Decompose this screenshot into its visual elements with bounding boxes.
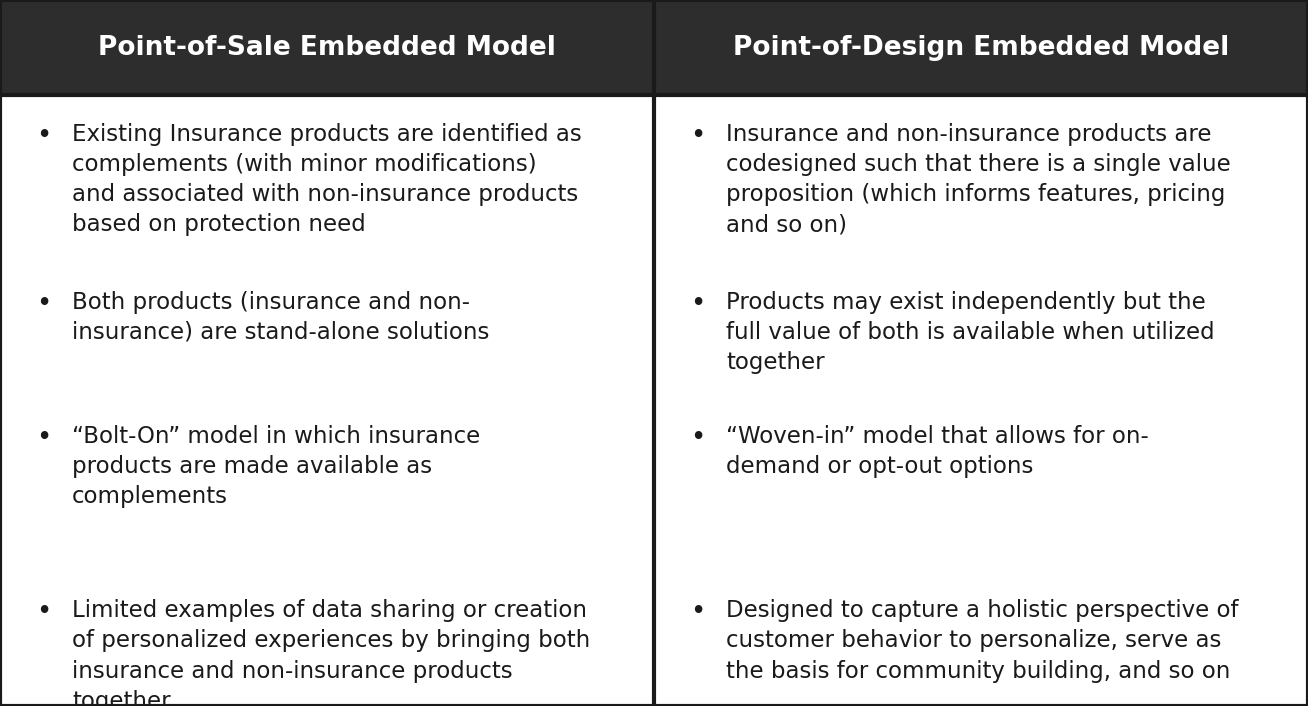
Text: •: •: [691, 425, 706, 451]
Text: Point-of-Sale Embedded Model: Point-of-Sale Embedded Model: [98, 35, 556, 61]
Text: Point-of-Design Embedded Model: Point-of-Design Embedded Model: [732, 35, 1230, 61]
Text: Insurance and non-insurance products are
codesigned such that there is a single : Insurance and non-insurance products are…: [726, 123, 1231, 237]
Text: Limited examples of data sharing or creation
of personalized experiences by brin: Limited examples of data sharing or crea…: [72, 599, 590, 706]
Text: Existing Insurance products are identified as
complements (with minor modificati: Existing Insurance products are identifi…: [72, 123, 582, 237]
Text: •: •: [37, 425, 52, 451]
Text: •: •: [691, 599, 706, 625]
Text: •: •: [37, 123, 52, 149]
Text: “Bolt-On” model in which insurance
products are made available as
complements: “Bolt-On” model in which insurance produ…: [72, 425, 480, 508]
Text: Products may exist independently but the
full value of both is available when ut: Products may exist independently but the…: [726, 291, 1215, 374]
Text: •: •: [37, 291, 52, 317]
Text: Both products (insurance and non-
insurance) are stand-alone solutions: Both products (insurance and non- insura…: [72, 291, 489, 344]
Bar: [0, 0, 1308, 95]
Text: •: •: [37, 599, 52, 625]
Text: •: •: [691, 123, 706, 149]
Text: •: •: [691, 291, 706, 317]
Text: “Woven-in” model that allows for on-
demand or opt-out options: “Woven-in” model that allows for on- dem…: [726, 425, 1148, 478]
Text: Designed to capture a holistic perspective of
customer behavior to personalize, : Designed to capture a holistic perspecti…: [726, 599, 1239, 683]
